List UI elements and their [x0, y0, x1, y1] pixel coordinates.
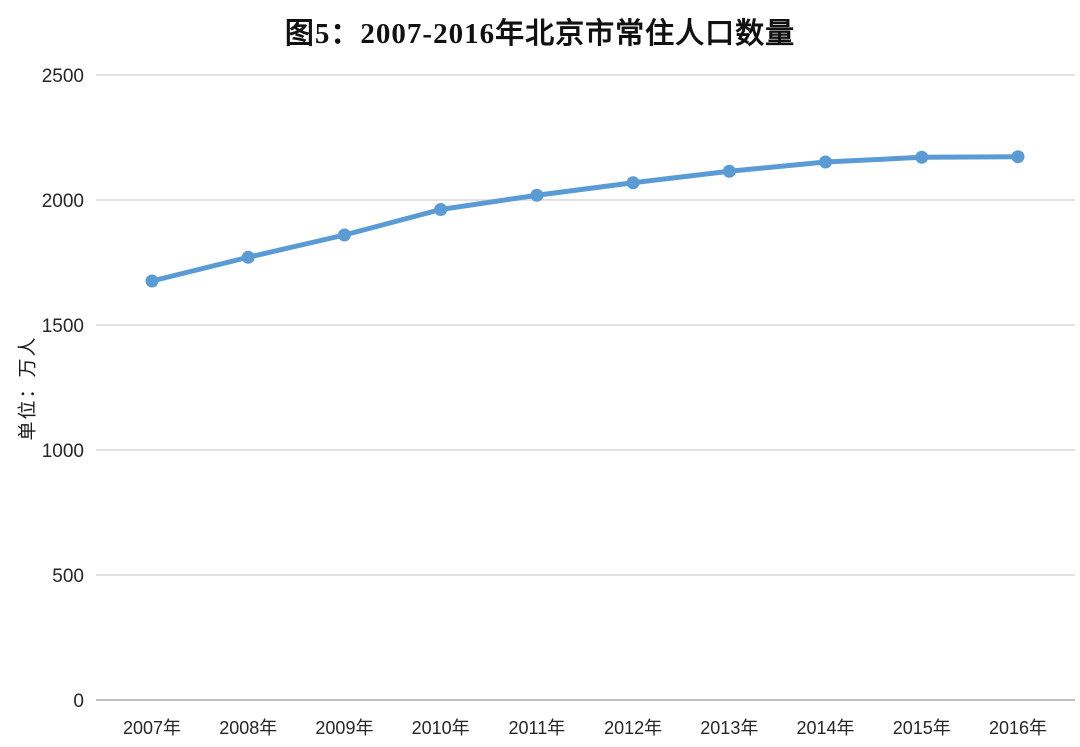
population-line: [149, 154, 1021, 284]
data-point: [722, 164, 736, 178]
y-tick-label: 500: [52, 566, 84, 587]
y-tick-label: 1500: [42, 316, 84, 337]
chart-title: 图5：2007-2016年北京市常住人口数量: [284, 18, 796, 50]
x-tick-label: 2010年: [412, 718, 470, 738]
y-tick-label: 1000: [42, 441, 84, 462]
y-tick-label: 2500: [42, 66, 84, 87]
data-point: [145, 274, 159, 288]
x-tick-label: 2013年: [700, 718, 758, 738]
x-tick-label: 2016年: [989, 718, 1047, 738]
data-point: [1011, 150, 1025, 164]
y-tick-label: 2000: [42, 191, 84, 212]
x-tick-label: 2014年: [797, 718, 855, 738]
x-tick-label: 2008年: [219, 718, 277, 738]
x-tick-label: 2007年: [123, 718, 181, 738]
x-tick-label: 2011年: [509, 718, 566, 738]
data-point: [626, 176, 640, 190]
data-point: [434, 203, 448, 216]
data-point: [819, 155, 833, 169]
x-tick-label: 2015年: [893, 718, 951, 738]
data-point: [337, 228, 351, 242]
data-point: [530, 188, 544, 202]
y-tick-label: 0: [73, 691, 84, 712]
data-point: [915, 150, 929, 164]
x-tick-label: 2012年: [604, 718, 662, 738]
x-tick-label: 2009年: [315, 718, 373, 738]
data-point: [241, 250, 255, 264]
